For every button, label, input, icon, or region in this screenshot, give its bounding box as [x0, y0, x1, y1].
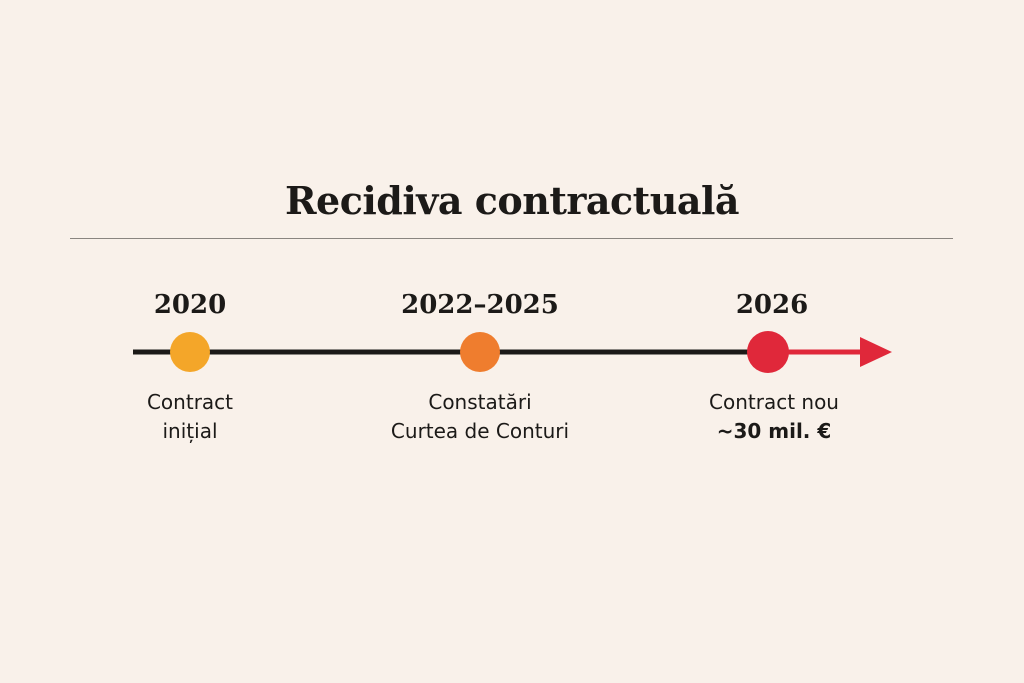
event-label: Contract inițial	[70, 388, 310, 446]
diagram-title: Recidiva contractuală	[284, 178, 740, 223]
contract-value: ~30 mil. €	[716, 419, 832, 443]
event-label-line: Curtea de Conturi	[390, 419, 570, 443]
event-label-line: Contract	[146, 390, 234, 414]
event-label: Constatări Curtea de Conturi	[360, 388, 600, 446]
event-label-line: Constatări	[428, 390, 532, 414]
event-marker-2022-2025	[460, 332, 500, 372]
event-marker-2020	[170, 332, 210, 372]
title-divider	[70, 238, 953, 239]
event-year: 2022–2025	[401, 290, 559, 320]
event-label: Contract nou ~30 mil. €	[654, 388, 894, 446]
event-label-line: inițial	[162, 419, 218, 443]
event-year: 2020	[153, 290, 227, 320]
event-label-line: Contract nou	[709, 390, 839, 414]
event-year: 2026	[735, 290, 809, 320]
arrow-head-icon	[860, 337, 892, 367]
event-marker-2026	[747, 331, 789, 373]
